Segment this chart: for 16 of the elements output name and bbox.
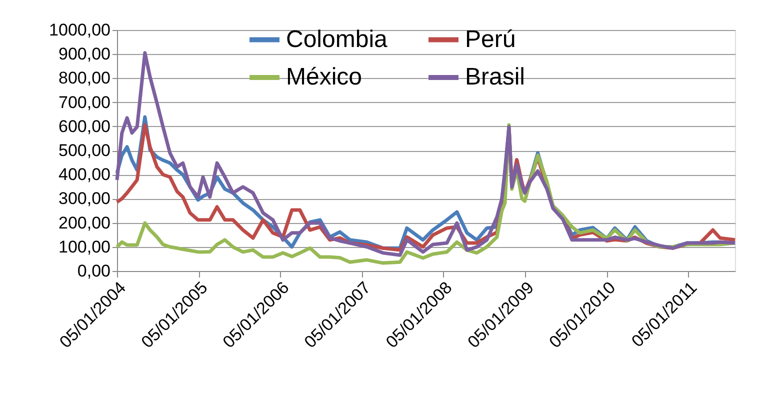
y-tick-label: 0,00 — [77, 262, 110, 280]
y-tick-label: 100,00 — [58, 237, 110, 256]
legend-label: Perú — [465, 26, 516, 53]
y-tick-label: 400,00 — [58, 165, 110, 184]
y-tick-label: 800,00 — [58, 68, 110, 88]
y-tick-label: 900,00 — [58, 44, 110, 64]
line-series — [115, 51, 737, 257]
y-tick-label: 200,00 — [58, 213, 110, 232]
legend-label: Colombia — [286, 26, 388, 53]
y-tick-label: 300,00 — [58, 189, 110, 208]
legend-label: Brasil — [465, 64, 526, 90]
y-tick-label: 600,00 — [58, 116, 110, 136]
y-tick-label: 700,00 — [58, 92, 110, 112]
y-tick-label: 1000,00 — [49, 20, 110, 40]
legend-label: México — [286, 64, 362, 90]
y-tick-label: 500,00 — [58, 141, 110, 160]
